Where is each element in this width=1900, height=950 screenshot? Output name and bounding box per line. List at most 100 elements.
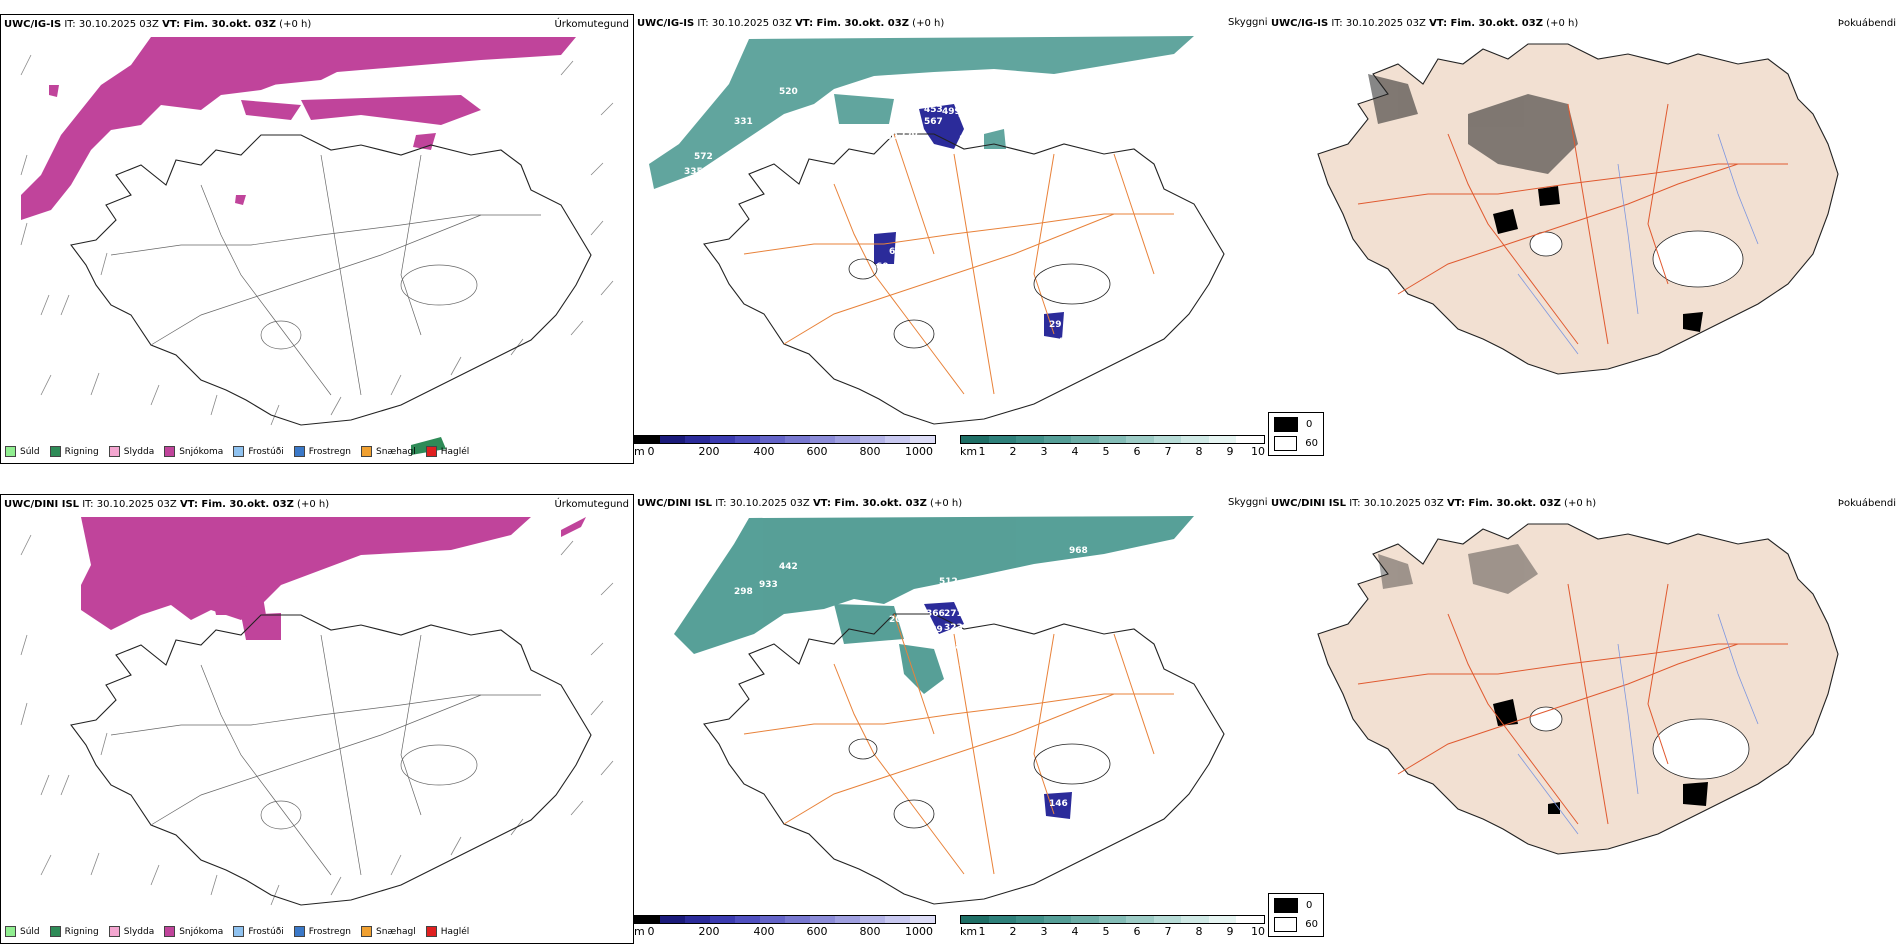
fog-shade bbox=[1378, 544, 1538, 594]
height-label: 581 bbox=[1024, 95, 1043, 105]
unit-label: km bbox=[960, 925, 978, 938]
height-label: 366 bbox=[926, 609, 945, 619]
legend-item: Súld bbox=[5, 446, 40, 457]
fog-area bbox=[649, 36, 1194, 189]
iceland-coastline bbox=[703, 133, 1225, 425]
tick-label: 800 bbox=[859, 925, 881, 938]
snow-swatch bbox=[164, 446, 176, 457]
legend-item: Frostregn bbox=[293, 446, 351, 457]
precip-type-panel-2: UWC/DINI ISL IT: 30.10.2025 03Z VT: Fim.… bbox=[0, 494, 634, 944]
height-label: 590 bbox=[899, 129, 918, 139]
freezing-drizzle-swatch bbox=[233, 446, 245, 457]
fog-area bbox=[674, 516, 1194, 694]
fog-shade bbox=[1368, 74, 1578, 174]
glaciers bbox=[848, 738, 1111, 829]
legend-item: Snæhagl bbox=[361, 446, 416, 457]
legend-item: Rigning bbox=[49, 446, 99, 457]
height-labels: 442 298 933 512 238 206 366 271 389 323 … bbox=[734, 546, 1088, 809]
hail-swatch bbox=[425, 926, 437, 937]
height-label: 298 bbox=[734, 587, 753, 597]
sleet-swatch bbox=[108, 926, 120, 937]
panel-title: Úrkomutegund bbox=[554, 19, 629, 30]
height-label: 300 bbox=[959, 659, 978, 669]
visibility-panel-2: 442 298 933 512 238 206 366 271 389 323 … bbox=[634, 494, 1269, 944]
colorbar-m-bar bbox=[634, 915, 936, 924]
precip-type-legend: Súld Rigning Slydda Snjókoma Frostúði Fr… bbox=[5, 926, 469, 937]
height-labels: 520 331 897 860 590 453 499 548 567 588 … bbox=[684, 87, 1072, 347]
tick-label: 9 bbox=[1226, 925, 1234, 938]
tick-label: 9 bbox=[1226, 445, 1234, 458]
height-label: 512 bbox=[939, 577, 958, 587]
fog-dense bbox=[1493, 186, 1703, 332]
height-label: 933 bbox=[759, 580, 778, 590]
height-label: 41 bbox=[996, 592, 1009, 602]
freezing-rain-swatch bbox=[293, 446, 305, 457]
drizzle-swatch bbox=[5, 446, 16, 457]
height-label: 146 bbox=[1049, 799, 1068, 809]
snow-area bbox=[21, 37, 576, 220]
fog-legend-item: 60 bbox=[1274, 436, 1318, 451]
snow-area bbox=[81, 517, 586, 640]
height-label: 15 bbox=[924, 185, 937, 195]
road-network bbox=[1357, 583, 1788, 825]
panel-header: UWC/DINI ISL IT: 30.10.2025 03Z VT: Fim.… bbox=[4, 499, 330, 510]
height-label: 389 bbox=[924, 625, 943, 635]
iceland-coastline bbox=[70, 614, 592, 906]
snow-pellets-swatch bbox=[361, 446, 373, 457]
fog-legend-item: 0 bbox=[1274, 417, 1318, 432]
height-label: 897 bbox=[794, 122, 813, 132]
legend-item: Snjókoma bbox=[164, 926, 223, 937]
legend-item: Haglél bbox=[425, 446, 469, 457]
height-label: 207 bbox=[939, 247, 958, 257]
legend-item: Frostúði bbox=[233, 926, 284, 937]
terrain-lines bbox=[110, 154, 541, 396]
panel-title: Úrkomutegund bbox=[554, 499, 629, 510]
height-label: 499 bbox=[942, 107, 961, 117]
iceland-coastline bbox=[70, 134, 592, 426]
precip-type-legend: Súld Rigning Slydda Snjókoma Frostúði Fr… bbox=[5, 446, 469, 457]
iceland-coastline bbox=[703, 613, 1225, 905]
tick-label: 400 bbox=[753, 445, 775, 458]
fog-map-1 bbox=[1317, 43, 1839, 375]
tick-label: 10 bbox=[1251, 925, 1265, 938]
colorbar-km-bar bbox=[960, 915, 1265, 924]
terrain-lines bbox=[110, 634, 541, 876]
tick-label: 4 bbox=[1071, 925, 1079, 938]
tick-label: 2 bbox=[1009, 925, 1017, 938]
legend-item: Snjókoma bbox=[164, 446, 223, 457]
height-label: 335 bbox=[684, 167, 703, 177]
height-label: 453 bbox=[924, 105, 943, 115]
colorbar-m-bar bbox=[634, 435, 936, 444]
panel-title: Skyggni bbox=[1228, 17, 1268, 28]
precip-type-map-1 bbox=[20, 37, 614, 455]
panel-header: UWC/DINI ISL IT: 30.10.2025 03Z VT: Fim.… bbox=[637, 498, 963, 509]
height-label: 520 bbox=[779, 87, 798, 97]
tick-label: 5 bbox=[1102, 925, 1110, 938]
road-network bbox=[1357, 103, 1788, 345]
fog-map-2 bbox=[1317, 523, 1839, 855]
legend-item: Slydda bbox=[108, 446, 154, 457]
tick-label: 7 bbox=[1164, 925, 1172, 938]
height-label: 567 bbox=[924, 117, 943, 127]
height-label: 385 bbox=[949, 642, 968, 652]
legend-item: Snæhagl bbox=[361, 926, 416, 937]
panel-title: Þokuábendi bbox=[1837, 18, 1896, 29]
tick-label: 1 bbox=[978, 445, 986, 458]
tick-label: 2 bbox=[1009, 445, 1017, 458]
height-label: 572 bbox=[694, 152, 713, 162]
panel-title: Skyggni bbox=[1228, 497, 1268, 508]
tick-label: 200 bbox=[698, 925, 720, 938]
height-label: 860 bbox=[879, 132, 898, 142]
panel-header: UWC/IG-IS IT: 30.10.2025 03Z VT: Fim. 30… bbox=[1271, 18, 1579, 29]
tick-label: 6 bbox=[1133, 925, 1141, 938]
tick-label: 400 bbox=[753, 925, 775, 938]
tick-label: 6 bbox=[1133, 445, 1141, 458]
glacier-langjokull bbox=[1529, 706, 1563, 732]
glacier-langjokull bbox=[1529, 231, 1563, 257]
fog-panel-2: UWC/DINI ISL IT: 30.10.2025 03Z VT: Fim.… bbox=[1268, 494, 1900, 944]
low-cloud-area bbox=[874, 104, 1064, 339]
glacier-vatnajokull bbox=[1652, 718, 1750, 780]
iceland-land bbox=[1317, 43, 1839, 375]
freezing-rain-swatch bbox=[293, 926, 305, 937]
colorbar-km-ticks: km 1 2 3 4 5 6 7 8 9 10 bbox=[960, 924, 1265, 938]
